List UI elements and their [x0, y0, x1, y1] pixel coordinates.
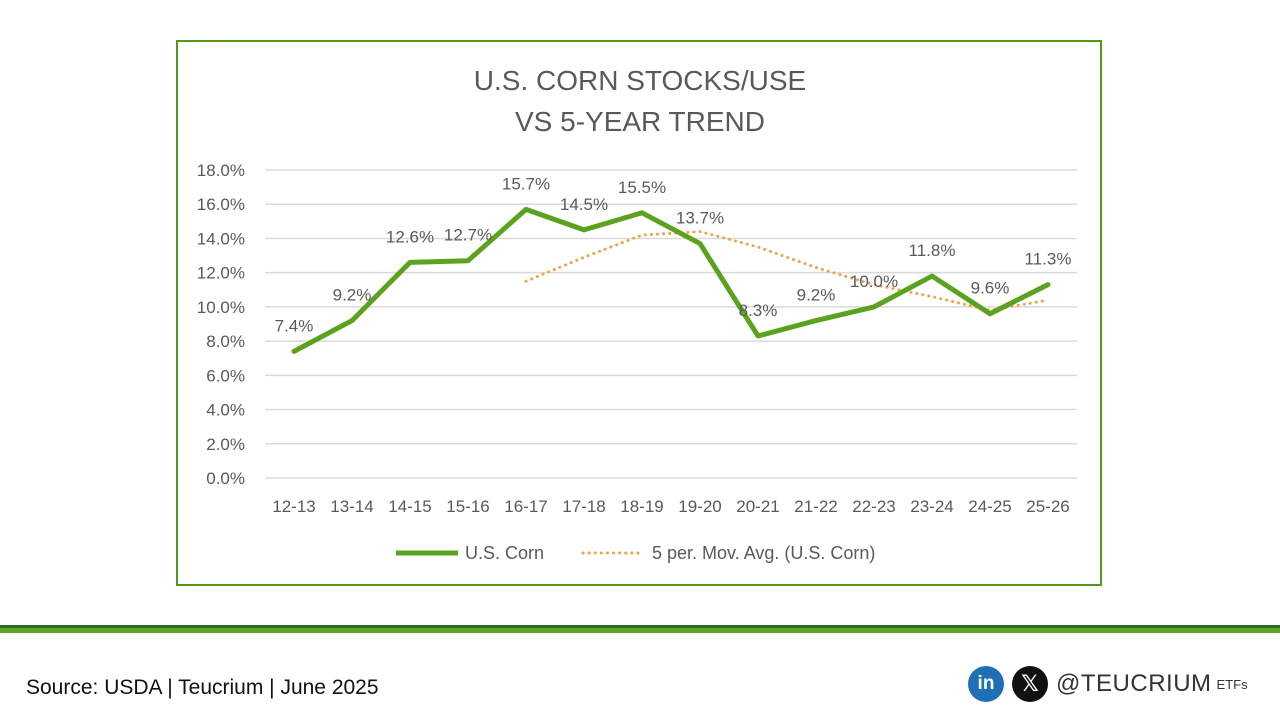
line-chart: U.S. CORN STOCKS/USE VS 5-YEAR TREND 0.0… [197, 65, 1077, 563]
x-tick-label: 23-24 [910, 497, 953, 516]
data-label: 13.7% [676, 209, 724, 228]
series-lines [291, 206, 1051, 354]
x-tick-label: 13-14 [330, 497, 373, 516]
data-label: 15.5% [618, 178, 666, 197]
data-label: 9.2% [333, 286, 372, 305]
y-tick-label: 12.0% [197, 264, 245, 283]
legend-label-us-corn: U.S. Corn [465, 543, 544, 563]
x-tick-label: 14-15 [388, 497, 431, 516]
y-tick-label: 18.0% [197, 161, 245, 180]
x-axis-ticks: 12-13 13-14 14-15 15-16 16-17 17-18 18-19 19-20… [272, 497, 1069, 516]
source-note: Source: USDA | Teucrium | June 2025 [26, 676, 379, 699]
y-tick-label: 2.0% [206, 435, 245, 454]
y-tick-label: 0.0% [206, 469, 245, 488]
y-tick-label: 10.0% [197, 298, 245, 317]
chart-frame [176, 40, 1102, 586]
data-label: 12.7% [444, 226, 492, 245]
gridlines [265, 169, 1077, 479]
data-label: 9.6% [971, 279, 1010, 298]
y-tick-label: 16.0% [197, 195, 245, 214]
data-label: 11.8% [909, 241, 956, 260]
y-tick-label: 4.0% [206, 401, 245, 420]
data-label: 10.0% [850, 272, 898, 291]
social-links: in 𝕏 @TEUCRIUM ETFs [968, 665, 1248, 703]
x-tick-label: 17-18 [562, 497, 605, 516]
data-label: 7.4% [275, 316, 314, 335]
x-tick-label: 12-13 [272, 497, 315, 516]
data-label: 14.5% [560, 195, 608, 214]
x-tick-label: 21-22 [794, 497, 837, 516]
x-tick-label: 19-20 [678, 497, 721, 516]
data-label: 12.6% [386, 227, 434, 246]
x-tick-label: 22-23 [852, 497, 895, 516]
y-axis-ticks: 0.0% 2.0% 4.0% 6.0% 8.0% 10.0% 12.0% 14.0% 16.0%… [197, 161, 245, 488]
x-tick-label: 18-19 [620, 497, 663, 516]
y-tick-label: 8.0% [206, 332, 245, 351]
data-label: 8.3% [739, 301, 778, 320]
footer-divider [0, 625, 1280, 628]
social-handle-suffix: ETFs [1216, 676, 1248, 692]
legend-label-moving-average: 5 per. Mov. Avg. (U.S. Corn) [652, 543, 875, 563]
x-tick-label: 25-26 [1026, 497, 1069, 516]
linkedin-icon[interactable]: in [968, 666, 1004, 702]
y-tick-label: 6.0% [206, 366, 245, 385]
x-tick-label: 16-17 [504, 497, 547, 516]
chart-title-line-2: VS 5-YEAR TREND [515, 106, 765, 137]
data-labels: 7.4% 9.2% 12.6% 12.7% 15.7% 14.5% 15.5% 13.7% 8.… [275, 174, 1072, 335]
x-tick-label: 20-21 [736, 497, 779, 516]
data-label: 11.3% [1025, 250, 1072, 269]
data-label: 9.2% [797, 286, 836, 305]
social-handle[interactable]: @TEUCRIUM [1056, 670, 1212, 697]
legend: U.S. Corn 5 per. Mov. Avg. (U.S. Corn) [396, 543, 875, 563]
series-us-corn-line [291, 206, 1051, 354]
x-tick-label: 15-16 [446, 497, 489, 516]
footer-divider-accent [0, 628, 1280, 633]
y-tick-label: 14.0% [197, 229, 245, 248]
x-tick-label: 24-25 [968, 497, 1011, 516]
x-icon[interactable]: 𝕏 [1012, 666, 1048, 702]
chart-title-line-1: U.S. CORN STOCKS/USE [474, 65, 806, 96]
series-moving-average-line [524, 230, 1050, 312]
data-label: 15.7% [502, 174, 550, 193]
